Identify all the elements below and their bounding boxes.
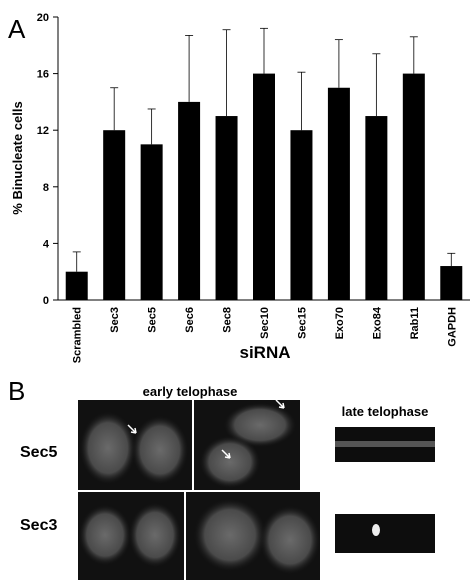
x-tick-label: Exo84 (371, 306, 383, 339)
panel-label: A (8, 14, 26, 44)
x-tick-label: Sec15 (296, 307, 308, 339)
panel-label: B (8, 376, 25, 406)
x-axis-label: siRNA (239, 343, 290, 362)
x-tick-label: Sec5 (147, 307, 159, 333)
x-tick-label: GAPDH (446, 307, 458, 347)
bar (65, 271, 88, 300)
x-tick-label: Rab11 (409, 307, 421, 339)
micrographs (78, 399, 435, 580)
x-tick-label: Sec8 (222, 307, 234, 333)
bar (440, 266, 463, 300)
y-tick-label: 20 (37, 12, 49, 24)
row-label: Sec5 (20, 444, 57, 461)
x-tick-label: Scrambled (72, 307, 84, 363)
x-tick-label: Sec10 (259, 307, 271, 339)
x-tick-label: Sec6 (184, 307, 196, 333)
bar (103, 130, 126, 300)
y-tick-label: 8 (43, 182, 49, 194)
bar (290, 130, 313, 300)
bar (402, 73, 425, 300)
x-tick-label: Exo70 (334, 307, 346, 339)
bar (215, 116, 238, 300)
bar (178, 101, 201, 301)
y-tick-label: 12 (37, 125, 49, 137)
y-tick-label: 16 (37, 69, 49, 81)
column-label: early telophase (143, 384, 238, 399)
y-tick-label: 0 (43, 295, 49, 307)
bar (140, 144, 163, 300)
bar (365, 116, 388, 300)
column-label: late telophase (342, 404, 429, 419)
row-label: Sec3 (20, 517, 57, 534)
bar (253, 73, 275, 300)
bar (327, 87, 350, 300)
y-axis-label: % Binucleate cells (10, 101, 25, 214)
y-tick-label: 4 (43, 238, 50, 250)
x-tick-label: Sec3 (109, 307, 121, 333)
